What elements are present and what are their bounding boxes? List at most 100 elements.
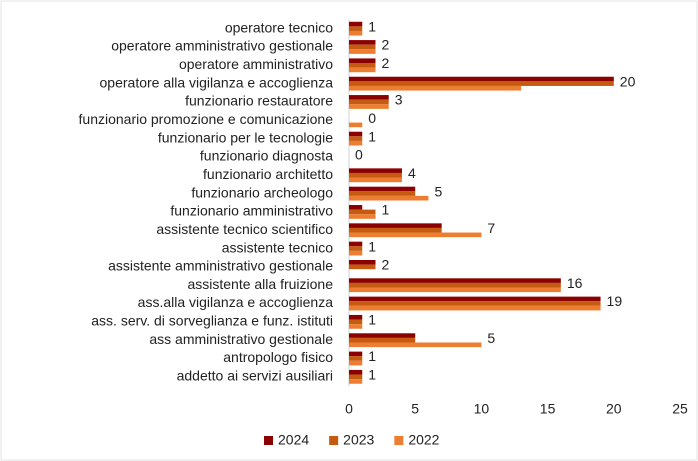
- y-tick-label: funzionario archeologo: [191, 184, 333, 200]
- bar: [349, 356, 363, 361]
- bar: [349, 319, 363, 325]
- bar: [349, 131, 363, 137]
- bar: [349, 195, 429, 201]
- x-tick-label: 10: [474, 401, 490, 417]
- data-label: 3: [395, 92, 403, 108]
- bar: [349, 342, 482, 348]
- bar: [349, 214, 376, 219]
- bar: [349, 337, 416, 343]
- bar: [349, 104, 389, 109]
- bar: [349, 205, 363, 210]
- data-label: 20: [620, 73, 636, 89]
- bar: [349, 76, 614, 82]
- bar: [349, 67, 376, 73]
- legend-swatch: [394, 436, 404, 445]
- data-label: 5: [487, 330, 495, 346]
- bar: [349, 122, 363, 128]
- x-tick-label: 15: [540, 401, 556, 417]
- x-tick-label: 20: [606, 401, 622, 417]
- data-label: 2: [381, 257, 389, 273]
- bar: [349, 351, 363, 357]
- legend-swatch: [264, 436, 273, 445]
- bar: [349, 81, 614, 86]
- bar: [349, 296, 601, 302]
- data-label: 1: [368, 238, 376, 254]
- y-tick-label: operatore alla vigilanza e accoglienza: [100, 74, 334, 90]
- data-label: 4: [408, 165, 416, 181]
- bar: [349, 136, 363, 141]
- data-label: 2: [381, 55, 389, 71]
- bar: [349, 99, 389, 105]
- bar: [349, 63, 376, 68]
- bar: [349, 177, 402, 183]
- y-tick-label: ass. serv. di sorveglianza e funz. istit…: [91, 313, 333, 329]
- legend-label: 2023: [343, 432, 374, 448]
- y-tick-label: ass amministrativo gestionale: [149, 331, 333, 347]
- bar: [349, 333, 416, 338]
- bar: [349, 250, 363, 256]
- x-tick-label: 25: [672, 401, 688, 417]
- y-tick-label: assistente alla fruizione: [187, 276, 333, 292]
- bar: [349, 21, 363, 27]
- bar: [349, 49, 376, 54]
- x-tick-label: 5: [411, 401, 419, 417]
- y-tick-label: operatore amministrativo: [179, 56, 333, 72]
- bar: [349, 227, 442, 233]
- y-tick-label: antropologo fisico: [223, 349, 333, 365]
- bar: [349, 209, 376, 215]
- data-label: 1: [368, 348, 376, 364]
- bar: [349, 301, 601, 306]
- data-label: 1: [368, 367, 376, 383]
- bar: [349, 95, 389, 100]
- legend-label: 2022: [408, 432, 439, 448]
- bar: [349, 26, 363, 31]
- y-tick-label: operatore tecnico: [225, 19, 333, 35]
- bar: [349, 324, 363, 329]
- bar: [349, 374, 363, 380]
- y-tick-label: assistente tecnico scientifico: [156, 221, 333, 237]
- bar: [349, 379, 363, 384]
- y-tick-label: funzionario diagnosta: [200, 148, 333, 164]
- bar: [349, 30, 363, 36]
- y-tick-label: funzionario promozione e comunicazione: [79, 111, 334, 127]
- y-tick-label: assistente amministrativo gestionale: [108, 258, 333, 274]
- legend-label: 2024: [278, 432, 309, 448]
- y-tick-label: assistente tecnico: [222, 239, 333, 255]
- data-label: 1: [368, 128, 376, 144]
- data-label: 1: [368, 312, 376, 328]
- bar: [349, 191, 416, 196]
- bar: [349, 246, 363, 251]
- data-label: 0: [368, 110, 376, 126]
- y-tick-label: ass.alla vigilanza e accoglienza: [138, 294, 334, 310]
- bar: [349, 287, 561, 293]
- bar: [349, 282, 561, 288]
- data-label: 19: [607, 293, 623, 309]
- y-tick-label: funzionario amministrativo: [170, 203, 333, 219]
- data-label: 2: [381, 37, 389, 53]
- bar: [349, 85, 522, 91]
- bar: [349, 305, 601, 311]
- data-label: 1: [368, 18, 376, 34]
- bar: [349, 232, 482, 238]
- bar: [349, 278, 561, 283]
- bar: [349, 314, 363, 320]
- data-label: 0: [355, 147, 363, 163]
- y-tick-label: funzionario architetto: [203, 166, 333, 182]
- bar: [349, 172, 402, 178]
- bar: [349, 264, 376, 270]
- bar: [349, 140, 363, 146]
- x-tick-label: 0: [345, 401, 353, 417]
- bar: [349, 44, 376, 50]
- bar: [349, 241, 363, 247]
- bar: [349, 369, 363, 375]
- data-label: 16: [567, 275, 583, 291]
- bar: [349, 40, 376, 45]
- data-label: 5: [434, 183, 442, 199]
- data-label: 7: [487, 220, 495, 236]
- bar: [349, 186, 416, 192]
- y-tick-label: operatore amministrativo gestionale: [111, 38, 333, 54]
- bar: [349, 360, 363, 366]
- bar: [349, 223, 442, 228]
